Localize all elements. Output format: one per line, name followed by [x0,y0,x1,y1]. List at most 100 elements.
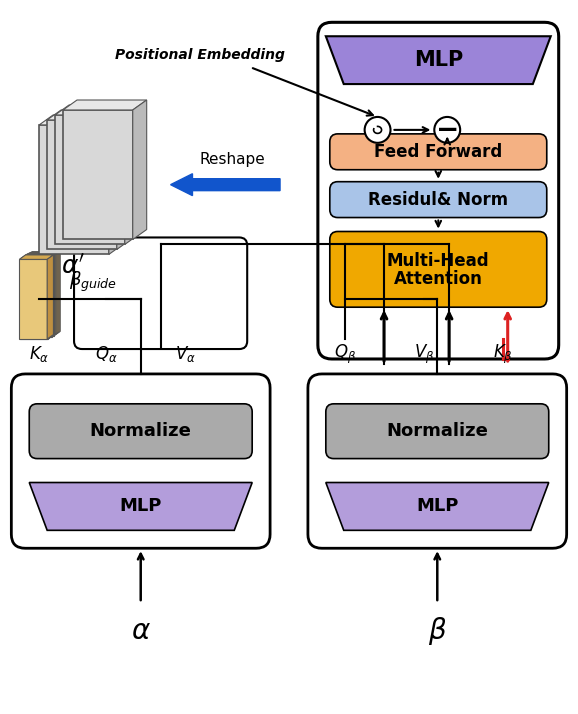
Polygon shape [198,254,204,338]
Polygon shape [174,252,208,257]
Polygon shape [50,253,55,338]
Polygon shape [408,258,436,338]
Polygon shape [409,253,443,257]
Polygon shape [202,252,208,336]
Polygon shape [326,259,354,338]
Polygon shape [326,483,549,531]
Polygon shape [92,258,120,338]
Polygon shape [518,251,525,336]
Polygon shape [55,115,125,244]
Polygon shape [360,251,366,336]
Text: $Q_\alpha$: $Q_\alpha$ [95,344,117,364]
FancyBboxPatch shape [318,22,559,359]
Text: $\alpha$: $\alpha$ [131,617,151,645]
Polygon shape [409,257,437,337]
Polygon shape [437,253,443,337]
FancyBboxPatch shape [308,374,566,548]
Polygon shape [169,259,197,339]
Polygon shape [91,253,125,258]
Text: $\alpha'$: $\alpha'$ [61,254,85,278]
Polygon shape [408,253,442,258]
Polygon shape [171,258,199,338]
Polygon shape [325,259,353,339]
Polygon shape [199,253,205,338]
Text: Multi-Head: Multi-Head [387,252,490,271]
Polygon shape [118,254,124,338]
Polygon shape [327,258,355,338]
Polygon shape [90,254,124,259]
Polygon shape [326,36,551,84]
Polygon shape [47,110,131,120]
Polygon shape [513,254,519,338]
Polygon shape [490,252,524,257]
Polygon shape [119,253,125,338]
Polygon shape [517,252,524,336]
Polygon shape [331,252,365,257]
Polygon shape [353,255,359,339]
Polygon shape [172,258,200,338]
Text: $\beta_{guide}$: $\beta_{guide}$ [69,270,117,294]
Polygon shape [55,105,139,115]
Polygon shape [406,259,434,338]
Polygon shape [125,105,139,244]
Polygon shape [407,253,441,258]
Polygon shape [516,253,523,337]
Polygon shape [432,255,439,339]
Polygon shape [90,259,118,338]
Text: Attention: Attention [394,271,483,288]
Polygon shape [328,253,362,258]
Polygon shape [53,252,59,336]
Polygon shape [488,257,516,337]
FancyArrow shape [171,174,280,196]
Polygon shape [117,110,131,249]
Polygon shape [50,253,57,338]
Polygon shape [26,256,54,336]
Polygon shape [484,255,518,259]
Polygon shape [203,251,209,336]
Polygon shape [332,256,360,336]
Polygon shape [356,253,362,338]
Text: $\beta$: $\beta$ [428,615,447,647]
Polygon shape [169,255,203,259]
Polygon shape [89,259,117,339]
Polygon shape [490,257,517,336]
Polygon shape [410,257,438,336]
Polygon shape [51,253,58,337]
Polygon shape [26,251,60,256]
Polygon shape [21,258,50,338]
Polygon shape [411,251,445,256]
Polygon shape [47,120,117,249]
Polygon shape [436,253,442,338]
Polygon shape [175,251,209,256]
Polygon shape [332,251,366,256]
Polygon shape [514,253,520,338]
Polygon shape [358,252,365,336]
Text: Normalize: Normalize [90,422,192,441]
Polygon shape [487,258,516,338]
Text: MLP: MLP [120,498,162,516]
Polygon shape [120,253,127,338]
Polygon shape [405,255,439,259]
Polygon shape [173,253,208,257]
Polygon shape [123,252,129,336]
Polygon shape [438,252,444,336]
Polygon shape [173,257,201,337]
Polygon shape [326,254,360,259]
Polygon shape [197,255,203,339]
Polygon shape [117,255,123,339]
Polygon shape [95,257,123,336]
Polygon shape [407,258,435,338]
Polygon shape [486,253,520,258]
Text: Positional Embedding: Positional Embedding [116,48,286,62]
Polygon shape [23,253,57,258]
Polygon shape [25,257,53,336]
FancyBboxPatch shape [74,238,247,349]
Circle shape [434,117,460,143]
Polygon shape [170,254,204,259]
Polygon shape [325,255,359,259]
Polygon shape [174,257,202,336]
Polygon shape [170,259,198,338]
Text: −: − [436,116,459,144]
FancyBboxPatch shape [330,231,547,307]
Text: Reshape: Reshape [199,152,265,167]
